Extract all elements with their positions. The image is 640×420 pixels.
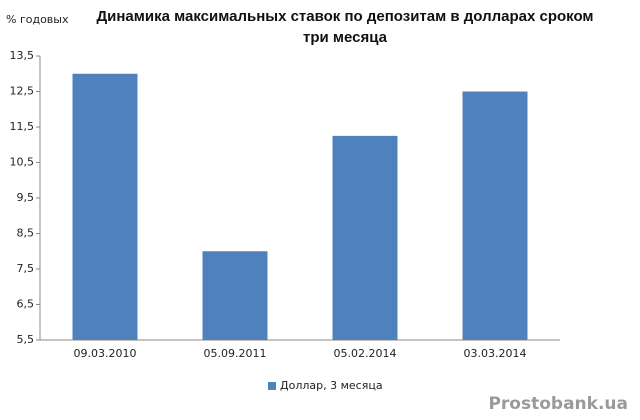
y-tick-label: 7,5 xyxy=(17,262,35,275)
y-axis-label: % годовых xyxy=(6,13,69,26)
x-tick-label: 03.03.2014 xyxy=(464,347,527,360)
y-tick-label: 9,5 xyxy=(17,191,35,204)
y-tick-label: 10,5 xyxy=(10,156,35,169)
y-tick-label: 6,5 xyxy=(17,298,35,311)
y-tick-label: 8,5 xyxy=(17,227,35,240)
x-tick-label: 05.02.2014 xyxy=(334,347,397,360)
bar xyxy=(202,251,268,340)
chart-title: Динамика максимальных ставок по депозита… xyxy=(96,8,594,46)
bar xyxy=(462,91,528,340)
y-tick-label: 11,5 xyxy=(10,120,35,133)
y-tick-label: 13,5 xyxy=(10,49,35,62)
x-tick-label: 09.03.2010 xyxy=(74,347,137,360)
watermark: Prostobank.ua xyxy=(488,394,628,414)
bar xyxy=(332,135,398,340)
legend-label: Доллар, 3 месяца xyxy=(280,379,383,392)
y-tick-label: 5,5 xyxy=(17,333,35,346)
y-tick-label: 12,5 xyxy=(10,85,35,98)
x-tick-label: 05.09.2011 xyxy=(204,347,267,360)
bar xyxy=(72,73,138,340)
legend-swatch xyxy=(268,382,276,390)
